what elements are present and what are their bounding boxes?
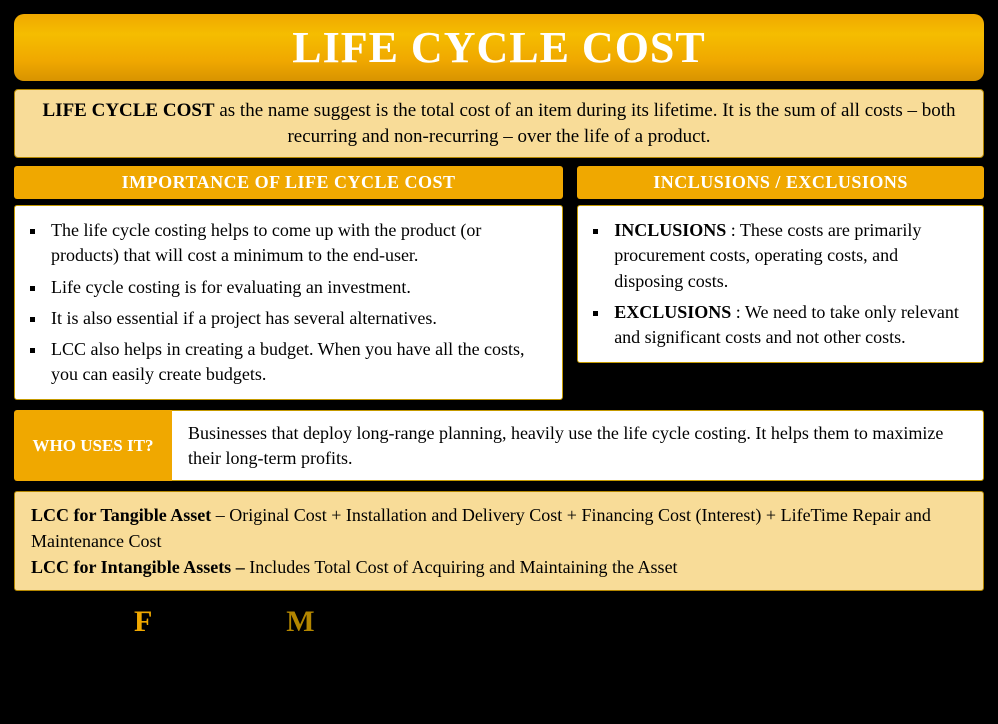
- tangible-label: LCC for Tangible Asset: [31, 505, 211, 525]
- formula-box: LCC for Tangible Asset – Original Cost +…: [14, 491, 984, 591]
- definition-box: LIFE CYCLE COST as the name suggest is t…: [14, 89, 984, 158]
- footer-brand: FINANCE MANAGEMENT.COM: [14, 605, 984, 639]
- definition-text: as the name suggest is the total cost of…: [215, 100, 956, 147]
- importance-item: The life cycle costing helps to come up …: [47, 218, 546, 268]
- inclusions-column: INCLUSIONS / EXCLUSIONS INCLUSIONS : The…: [577, 166, 984, 400]
- importance-column: IMPORTANCE OF LIFE CYCLE COST The life c…: [14, 166, 563, 400]
- importance-item: It is also essential if a project has se…: [47, 306, 546, 331]
- who-uses-label: WHO USES IT?: [14, 410, 172, 481]
- intangible-formula: LCC for Intangible Assets – Includes Tot…: [31, 554, 967, 580]
- inclusions-header: INCLUSIONS / EXCLUSIONS: [577, 166, 984, 199]
- importance-content: The life cycle costing helps to come up …: [14, 205, 563, 400]
- main-title-bar: LIFE CYCLE COST: [14, 14, 984, 81]
- definition-lead: LIFE CYCLE COST: [43, 100, 215, 121]
- intangible-label: LCC for Intangible Assets –: [31, 557, 245, 577]
- inclusions-item: INCLUSIONS : These costs are primarily p…: [610, 218, 967, 294]
- intangible-text: Includes Total Cost of Acquiring and Mai…: [245, 557, 678, 577]
- inclusions-content: INCLUSIONS : These costs are primarily p…: [577, 205, 984, 363]
- who-uses-row: WHO USES IT? Businesses that deploy long…: [14, 410, 984, 481]
- exclusions-item: EXCLUSIONS : We need to take only releva…: [610, 300, 967, 350]
- importance-header: IMPORTANCE OF LIFE CYCLE COST: [14, 166, 563, 199]
- importance-item: LCC also helps in creating a budget. Whe…: [47, 337, 546, 387]
- main-title: LIFE CYCLE COST: [14, 22, 984, 73]
- two-column-row: IMPORTANCE OF LIFE CYCLE COST The life c…: [14, 166, 984, 400]
- inclusions-label: INCLUSIONS: [614, 220, 726, 240]
- importance-item: Life cycle costing is for evaluating an …: [47, 275, 546, 300]
- exclusions-label: EXCLUSIONS: [614, 302, 731, 322]
- who-uses-content: Businesses that deploy long-range planni…: [172, 410, 984, 481]
- brand-letter-m: M: [286, 605, 314, 638]
- brand-letter-f: F: [134, 605, 151, 638]
- tangible-formula: LCC for Tangible Asset – Original Cost +…: [31, 502, 967, 554]
